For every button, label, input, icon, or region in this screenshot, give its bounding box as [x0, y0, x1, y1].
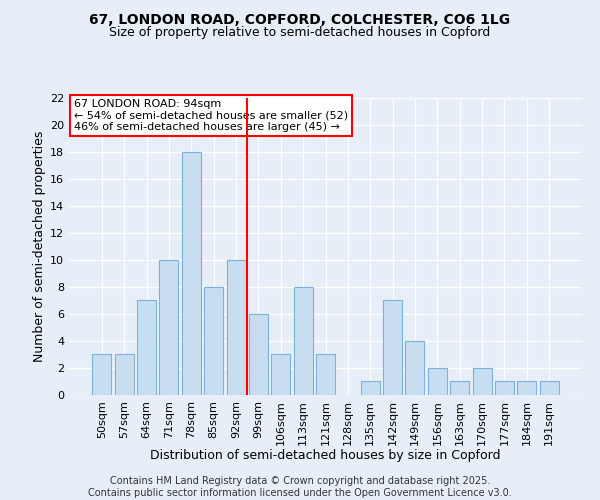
- Bar: [92, 354, 112, 395]
- Text: Size of property relative to semi-detached houses in Copford: Size of property relative to semi-detach…: [109, 26, 491, 39]
- Text: Contains HM Land Registry data © Crown copyright and database right 2025.
Contai: Contains HM Land Registry data © Crown c…: [88, 476, 512, 498]
- Bar: [115, 354, 134, 395]
- Bar: [406, 341, 424, 395]
- Bar: [227, 260, 245, 395]
- Text: 67, LONDON ROAD, COPFORD, COLCHESTER, CO6 1LG: 67, LONDON ROAD, COPFORD, COLCHESTER, CO…: [89, 12, 511, 26]
- Bar: [249, 314, 268, 395]
- Bar: [293, 287, 313, 395]
- Bar: [383, 300, 402, 395]
- Bar: [316, 354, 335, 395]
- Bar: [204, 287, 223, 395]
- Text: 67 LONDON ROAD: 94sqm
← 54% of semi-detached houses are smaller (52)
46% of semi: 67 LONDON ROAD: 94sqm ← 54% of semi-deta…: [74, 99, 348, 132]
- Bar: [473, 368, 491, 395]
- Y-axis label: Number of semi-detached properties: Number of semi-detached properties: [33, 130, 46, 362]
- Bar: [271, 354, 290, 395]
- Bar: [495, 382, 514, 395]
- Bar: [137, 300, 156, 395]
- Bar: [450, 382, 469, 395]
- Bar: [539, 382, 559, 395]
- X-axis label: Distribution of semi-detached houses by size in Copford: Distribution of semi-detached houses by …: [150, 449, 501, 462]
- Bar: [160, 260, 178, 395]
- Bar: [182, 152, 201, 395]
- Bar: [428, 368, 447, 395]
- Bar: [517, 382, 536, 395]
- Bar: [361, 382, 380, 395]
